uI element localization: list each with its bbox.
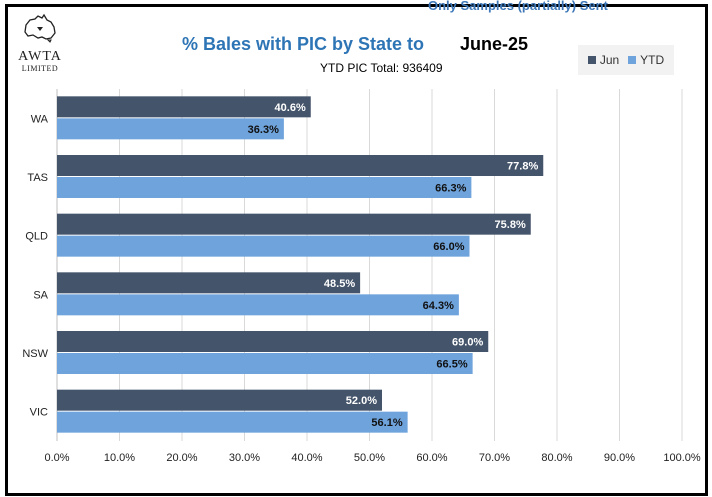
bar-chart: 0.0% 10.0% 20.0% 30.0% 40.0% 50.0% 60.0% 70.0% 8… xyxy=(22,89,701,464)
bar-jun xyxy=(57,155,544,176)
data-label: 75.8% xyxy=(495,219,526,231)
bar-ytd xyxy=(57,294,459,316)
data-label: 66.5% xyxy=(436,359,467,371)
bar-jun xyxy=(57,389,382,411)
x-tick-label: 50.0% xyxy=(354,452,385,464)
bar-ytd xyxy=(57,235,470,257)
chart-frame: Only Samples (partially) Sent AWTA LIMIT… xyxy=(5,0,708,496)
logo-subtext: LIMITED xyxy=(21,64,59,73)
data-label: 48.5% xyxy=(324,278,355,290)
category-label: WA xyxy=(31,113,49,125)
x-tick-label: 10.0% xyxy=(104,452,135,464)
chart-title-date: June-25 xyxy=(460,34,529,54)
x-tick-label: 70.0% xyxy=(479,452,510,464)
bar-ytd xyxy=(57,353,473,374)
legend-item-jun: Jun xyxy=(587,53,620,67)
bar-ytd xyxy=(57,118,284,140)
data-label: 36.3% xyxy=(248,124,279,136)
category-label: NSW xyxy=(22,348,48,360)
x-tick-label: 90.0% xyxy=(604,452,635,464)
logo-name: AWTA xyxy=(18,49,62,64)
bar-jun xyxy=(57,331,489,352)
data-label: 77.8% xyxy=(507,161,538,173)
x-tick-label: 0.0% xyxy=(44,452,69,464)
awta-logo: AWTA LIMITED xyxy=(16,13,64,79)
chart-legend: Jun YTD xyxy=(578,45,674,75)
category-label: QLD xyxy=(25,231,48,243)
legend-item-ytd: YTD xyxy=(628,53,664,67)
bar-ytd xyxy=(57,177,472,198)
legend-swatch-ytd xyxy=(628,56,637,64)
category-label: SA xyxy=(33,289,48,301)
legend-label-ytd: YTD xyxy=(640,53,665,67)
data-label: 56.1% xyxy=(371,417,402,429)
x-tick-label: 40.0% xyxy=(291,452,322,464)
bar-jun xyxy=(57,96,311,118)
data-label: 52.0% xyxy=(346,395,377,407)
bar-jun xyxy=(57,272,361,294)
x-tick-label: 30.0% xyxy=(229,452,260,464)
australia-map-icon xyxy=(24,13,56,43)
bar-jun xyxy=(57,213,531,235)
bar-ytd xyxy=(57,411,408,433)
cutoff-header-text: Only Samples (partially) Sent xyxy=(428,0,608,13)
x-tick-label: 60.0% xyxy=(416,452,447,464)
x-tick-label: 20.0% xyxy=(166,452,197,464)
data-label: 69.0% xyxy=(452,337,483,349)
data-label: 66.3% xyxy=(435,183,466,195)
legend-label-jun: Jun xyxy=(599,53,620,67)
data-label: 40.6% xyxy=(275,102,306,114)
category-label: VIC xyxy=(30,407,48,419)
x-tick-label: 100.0% xyxy=(663,452,701,464)
chart-subtitle: YTD PIC Total: 936409 xyxy=(320,61,443,75)
legend-swatch-jun xyxy=(587,56,596,64)
data-label: 64.3% xyxy=(423,300,454,312)
data-label: 66.0% xyxy=(433,241,464,253)
x-tick-label: 80.0% xyxy=(541,452,572,464)
category-label: TAS xyxy=(27,172,48,184)
chart-title: % Bales with PIC by State to xyxy=(182,34,425,54)
